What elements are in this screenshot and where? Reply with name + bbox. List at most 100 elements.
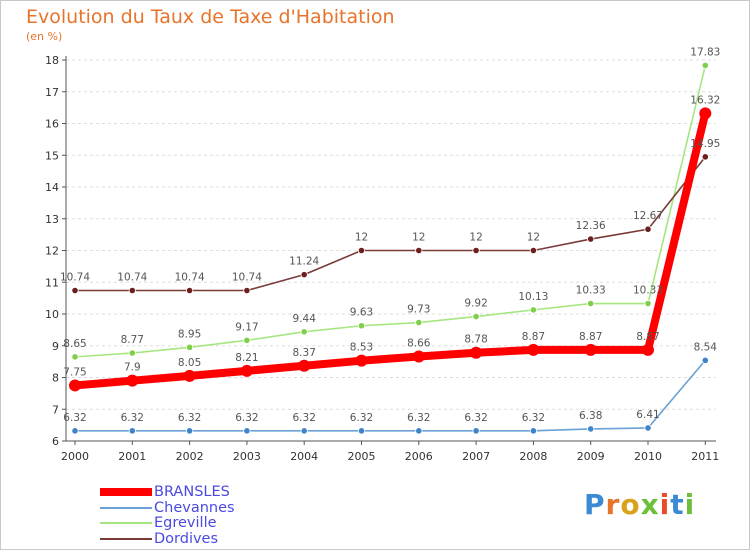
data-label-bransles: 16.32 [690, 94, 720, 106]
data-point-dordives [128, 286, 136, 295]
data-label-egreville: 9.17 [235, 321, 258, 333]
data-point-egreville [128, 349, 136, 357]
data-label-bransles: 8.78 [464, 334, 487, 346]
data-point-egreville [71, 353, 79, 361]
data-label-bransles: 7.9 [124, 362, 141, 374]
chart-subtitle: (en %) [26, 30, 63, 43]
series-line-bransles [71, 109, 710, 390]
data-point-egreville [644, 299, 652, 308]
legend-label-bransles: BRANSLES [154, 484, 230, 500]
data-label-bransles: 8.05 [178, 357, 201, 369]
legend-swatch-chevannes [100, 506, 152, 509]
data-point-egreville [357, 322, 366, 330]
y-tick-label: 15 [45, 149, 59, 162]
data-label-dordives: 12 [469, 232, 482, 244]
x-tick-label: 2007 [462, 450, 490, 463]
data-label-dordives: 12 [355, 232, 368, 244]
data-label-chevannes: 6.32 [235, 412, 258, 424]
y-tick-label: 16 [45, 118, 59, 131]
data-label-egreville: 10.33 [633, 285, 663, 297]
data-label-chevannes: 6.38 [579, 410, 602, 422]
y-tick-label: 13 [45, 213, 59, 226]
x-tick-label: 2009 [577, 450, 605, 463]
data-label-egreville: 17.83 [690, 46, 720, 58]
data-point-bransles [355, 354, 368, 367]
data-label-chevannes: 6.32 [63, 412, 86, 424]
data-label-dordives: 10.74 [175, 272, 205, 284]
data-point-chevannes [472, 427, 480, 435]
data-point-dordives [243, 286, 251, 295]
data-point-bransles [126, 374, 139, 387]
data-point-egreville [186, 343, 194, 351]
data-label-dordives: 10.74 [60, 272, 90, 284]
data-label-dordives: 12 [527, 232, 540, 244]
data-point-chevannes [71, 427, 79, 435]
data-label-bransles: 8.87 [636, 331, 659, 343]
y-tick-label: 9 [52, 340, 59, 353]
data-label-bransles: 8.87 [579, 331, 602, 343]
y-tick-label: 11 [45, 276, 59, 289]
data-label-dordives: 11.24 [289, 256, 319, 268]
y-tick-label: 8 [52, 372, 59, 385]
data-label-dordives: 12.67 [633, 210, 663, 222]
x-tick-label: 2004 [290, 450, 318, 463]
data-label-bransles: 8.21 [235, 352, 258, 364]
data-point-egreville [300, 328, 308, 336]
x-tick-label: 2006 [405, 450, 433, 463]
data-label-chevannes: 6.32 [350, 412, 373, 424]
data-point-chevannes [243, 427, 251, 435]
data-point-dordives [71, 286, 79, 295]
data-label-chevannes: 6.32 [464, 412, 487, 424]
y-tick-label: 14 [45, 181, 59, 194]
data-point-dordives [529, 246, 538, 255]
x-tick-label: 2002 [176, 450, 204, 463]
y-tick-label: 18 [45, 54, 59, 67]
data-point-egreville [529, 306, 538, 314]
data-label-bransles: 8.53 [350, 342, 373, 354]
data-point-egreville [415, 318, 423, 327]
data-point-chevannes [587, 425, 595, 433]
data-label-bransles: 8.37 [293, 347, 316, 359]
data-label-dordives: 12.36 [576, 220, 606, 232]
data-point-bransles [584, 343, 597, 356]
data-label-egreville: 10.33 [576, 285, 606, 297]
legend-swatch-dordives [100, 537, 152, 540]
data-label-egreville: 9.63 [350, 307, 373, 319]
data-point-egreville [701, 61, 709, 69]
data-point-dordives [472, 246, 480, 255]
data-label-egreville: 9.44 [293, 313, 317, 325]
series-line-chevannes [74, 359, 707, 432]
x-tick-label: 2010 [634, 450, 662, 463]
data-point-chevannes [300, 427, 308, 435]
data-label-egreville: 10.13 [518, 291, 548, 303]
y-tick-label: 7 [52, 403, 59, 416]
legend-label-egreville: Egreville [154, 515, 217, 531]
data-point-bransles [527, 343, 540, 356]
legend-swatch-bransles [100, 488, 152, 496]
data-label-bransles: 8.87 [522, 331, 545, 343]
x-tick-label: 2008 [519, 450, 547, 463]
x-tick-label: 2011 [691, 450, 719, 463]
data-point-chevannes [186, 427, 194, 435]
legend-swatch-egreville [100, 522, 152, 524]
data-label-chevannes: 6.32 [178, 412, 201, 424]
data-label-dordives: 12 [412, 232, 425, 244]
data-point-dordives [357, 246, 366, 255]
y-tick-label: 17 [45, 86, 59, 99]
legend-label-chevannes: Chevannes [154, 499, 235, 516]
data-point-dordives [300, 271, 308, 279]
data-label-dordives: 10.74 [232, 272, 262, 284]
series-line-dordives [74, 156, 707, 292]
data-label-dordives: 14.95 [690, 138, 720, 150]
data-point-dordives [415, 246, 423, 255]
data-point-dordives [186, 286, 194, 295]
legend-label-dordives: Dordives [154, 530, 219, 547]
data-label-bransles: 8.66 [407, 338, 431, 350]
data-label-egreville: 8.65 [63, 338, 86, 350]
y-tick-label: 12 [45, 245, 59, 258]
data-point-bransles [183, 369, 196, 382]
data-point-egreville [472, 312, 480, 321]
x-tick-label: 2001 [118, 450, 146, 463]
data-point-bransles [470, 346, 483, 359]
data-point-chevannes [357, 427, 366, 435]
